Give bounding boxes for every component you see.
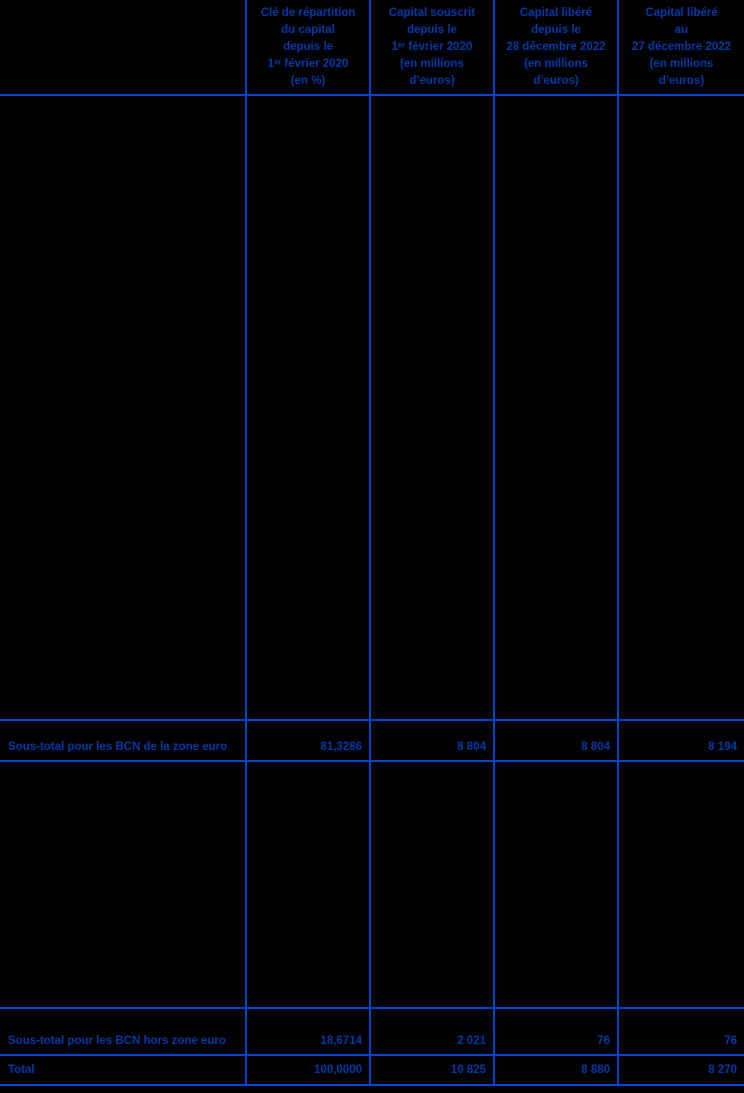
header-line: Capital libéré (519, 7, 593, 19)
header-line: (en millions (400, 58, 464, 70)
value-capital-key: 18,6714 (245, 1007, 370, 1056)
header-line: 28 décembre 2022 (506, 41, 606, 53)
header-line: 27 décembre 2022 (631, 41, 732, 53)
row-label-subtotal-euro-area: Sous-total pour les BCN de la zone euro (0, 719, 246, 762)
header-line: (en millions (524, 58, 588, 70)
value-capital-key: 100,0000 (245, 1055, 370, 1086)
header-line: du capital (281, 24, 335, 36)
header-line: (en millions (649, 58, 714, 70)
empty-section-row-1 (0, 95, 744, 720)
empty-cell (0, 761, 246, 1008)
header-empty-cell (0, 0, 246, 96)
value-capital-libere-au-27-dec-2022: 8 194 (617, 719, 744, 762)
row-label-total: Total (0, 1055, 246, 1086)
header-line: depuis le (283, 41, 333, 53)
subtotal-euro-area-row: Sous-total pour les BCN de la zone euro … (0, 719, 744, 762)
value-capital-libere-depuis-28-dec-2022: 76 (493, 1007, 618, 1056)
value-capital-souscrit: 10 825 (369, 1055, 494, 1086)
total-row: Total 100,0000 10 825 8 880 8 270 (0, 1055, 744, 1086)
header-line: Capital libéré (645, 7, 718, 19)
header-line: Clé de répartition (260, 7, 356, 19)
header-capital-libere-au-27-dec-2022: Capital libéré au 27 décembre 2022 (en m… (617, 0, 744, 96)
header-line: d’euros) (658, 75, 705, 87)
header-line: depuis le (407, 24, 457, 36)
empty-cell (245, 95, 370, 720)
empty-cell (369, 95, 494, 720)
table-header-row: Clé de répartition du capital depuis le … (0, 0, 744, 96)
header-capital-libere-depuis-28-dec-2022: Capital libéré depuis le 28 décembre 202… (493, 0, 618, 96)
header-line: 1ᵉʳ février 2020 (391, 41, 473, 53)
empty-cell (493, 95, 618, 720)
value-capital-libere-au-27-dec-2022: 8 270 (617, 1055, 744, 1086)
header-line: au (674, 24, 689, 36)
empty-cell (0, 95, 246, 720)
value-capital-key: 81,3286 (245, 719, 370, 762)
header-line: depuis le (531, 24, 581, 36)
row-label-subtotal-non-euro-area: Sous-total pour les BCN hors zone euro (0, 1007, 246, 1056)
value-capital-souscrit: 2 021 (369, 1007, 494, 1056)
value-capital-souscrit: 8 804 (369, 719, 494, 762)
empty-cell (369, 761, 494, 1008)
empty-cell (617, 95, 744, 720)
header-capital-souscrit: Capital souscrit depuis le 1ᵉʳ février 2… (369, 0, 494, 96)
header-line: d’euros) (409, 75, 455, 87)
value-capital-libere-depuis-28-dec-2022: 8 804 (493, 719, 618, 762)
empty-cell (245, 761, 370, 1008)
value-capital-libere-au-27-dec-2022: 76 (617, 1007, 744, 1056)
header-line: 1ᵉʳ février 2020 (267, 58, 349, 70)
subtotal-non-euro-area-row: Sous-total pour les BCN hors zone euro 1… (0, 1007, 744, 1056)
header-line: Capital souscrit (388, 7, 476, 19)
header-line: (en %) (290, 75, 326, 87)
header-line: d’euros) (533, 75, 579, 87)
empty-cell (493, 761, 618, 1008)
header-capital-key: Clé de répartition du capital depuis le … (245, 0, 370, 96)
empty-section-row-2 (0, 761, 744, 1008)
empty-cell (617, 761, 744, 1008)
value-capital-libere-depuis-28-dec-2022: 8 880 (493, 1055, 618, 1086)
